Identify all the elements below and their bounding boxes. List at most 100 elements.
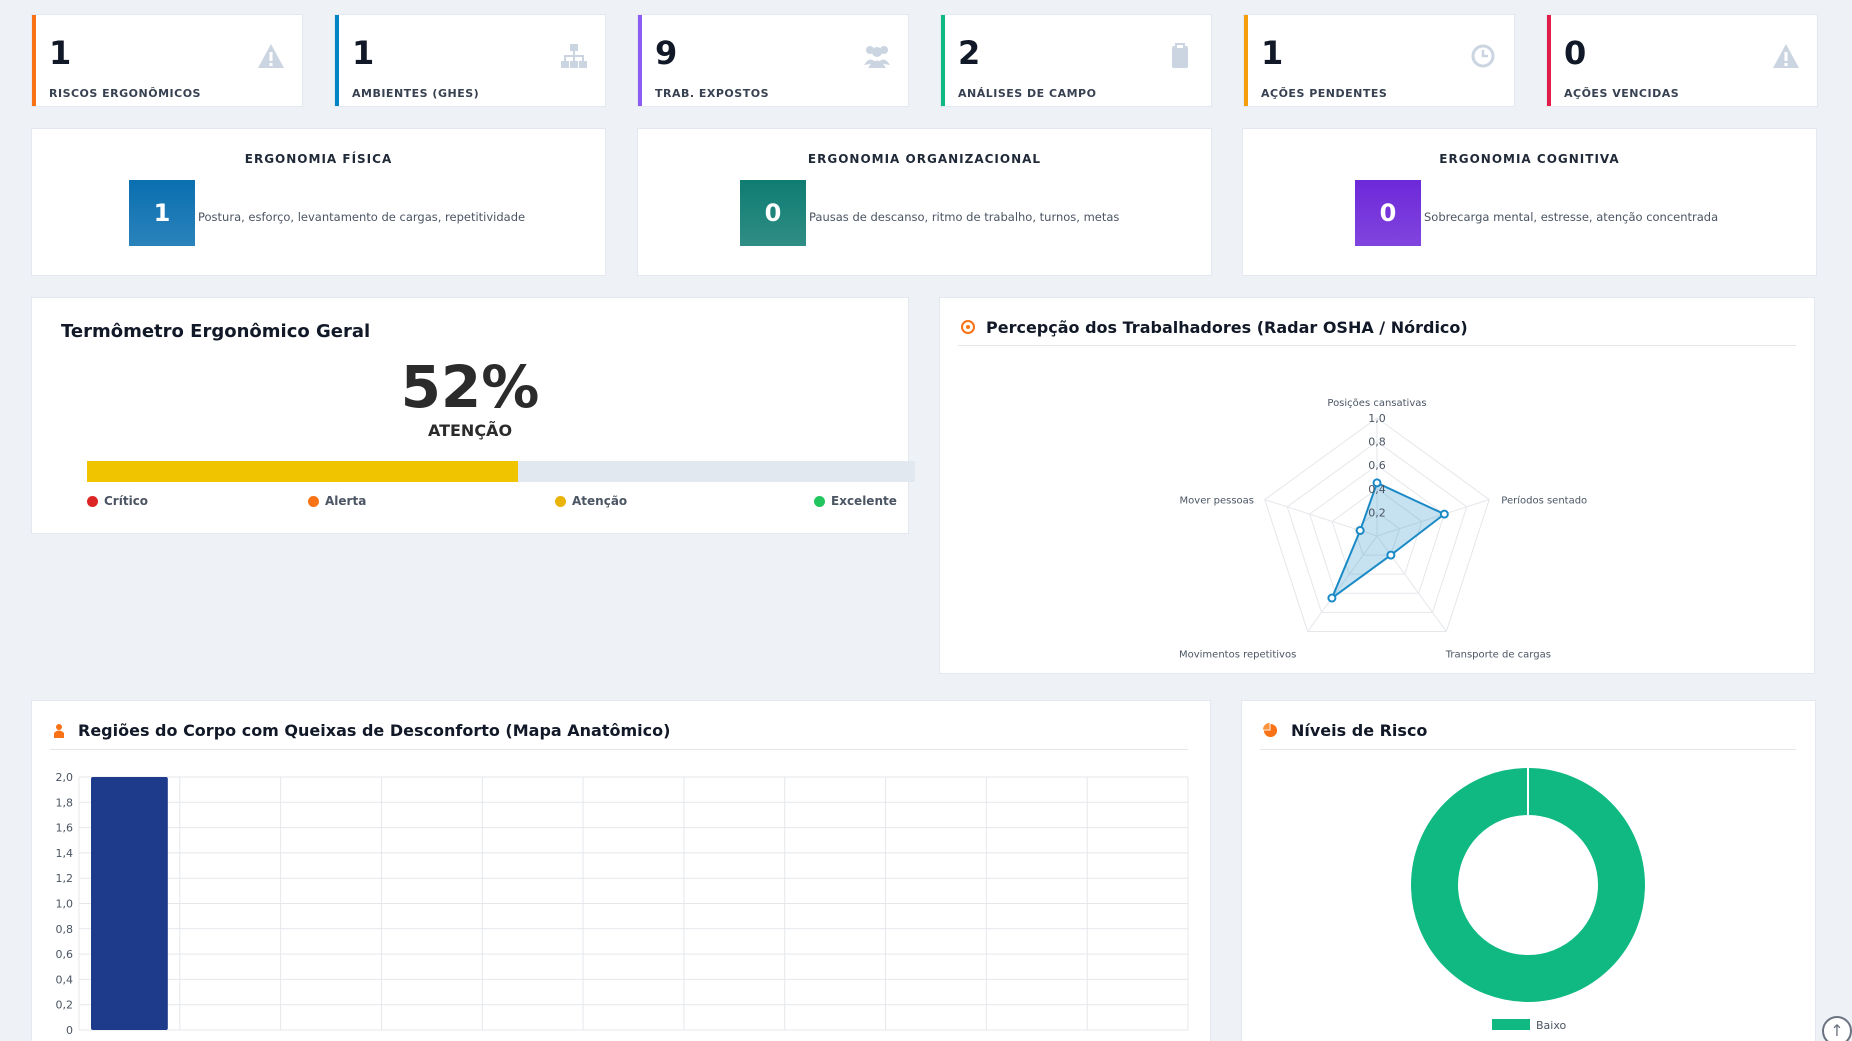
stat-accent-bar [335, 15, 339, 106]
bar-y-tick-label: 0,4 [56, 973, 74, 986]
radar-chart: 0,2 0,4 0,6 0,8 1,0 Posições cansativas Períod… [1179, 398, 1587, 660]
stat-card: 1 AÇÕES PENDENTES [1243, 14, 1515, 107]
stat-accent-bar [1244, 15, 1248, 106]
stat-card: 1 RISCOS ERGONÔMICOS [31, 14, 303, 107]
radar-point [1386, 550, 1396, 560]
body-map-chart: 0 0,2 0,4 0,6 0,8 1,0 1,2 1,4 1,6 1,8 2,0 [56, 771, 1189, 1037]
stat-value: 1 [49, 34, 72, 72]
radar-category-label: Mover pessoas [1180, 496, 1254, 507]
stat-card: 9 TRAB. EXPOSTOS [637, 14, 909, 107]
legend-label: Excelente [831, 494, 897, 508]
stat-card: 0 AÇÕES VENCIDAS [1546, 14, 1818, 107]
legend-atencao: Atenção [555, 494, 627, 508]
radar-grid-ring [1331, 488, 1423, 575]
radar-axis-line [1376, 499, 1490, 537]
legend-dot [555, 495, 566, 507]
bar-y-tick-label: 1,0 [56, 898, 74, 911]
bar [91, 777, 168, 1030]
body-map-card [31, 700, 1211, 1041]
warning-icon [256, 41, 286, 71]
radar-point [1439, 509, 1449, 519]
ergonomia-title: ERGONOMIA COGNITIVA [1439, 152, 1620, 166]
stat-value: 1 [1261, 34, 1284, 72]
radar-category-label: Movimentos repetitivos [1179, 649, 1296, 660]
ergonomia-description: Pausas de descanso, ritmo de trabalho, t… [809, 210, 1120, 224]
stat-label: AÇÕES PENDENTES [1261, 87, 1388, 100]
radar-icon [961, 320, 975, 334]
sitemap-icon [559, 41, 589, 71]
ergonomia-description: Sobrecarga mental, estresse, atenção con… [1424, 210, 1719, 224]
legend-dot [87, 495, 98, 507]
radar-point [1355, 526, 1365, 536]
radar-grid-ring [1264, 417, 1490, 632]
divider [50, 749, 1188, 750]
bar-y-tick-label: 0,2 [56, 999, 74, 1012]
bar-y-tick-label: 1,8 [56, 796, 74, 809]
bar-y-tick-label: 1,6 [56, 822, 74, 835]
pie-icon [1263, 723, 1278, 738]
bar-y-tick-label: 0,6 [56, 948, 74, 961]
radar-series-area [1329, 481, 1447, 601]
ergonomia-card: ERGONOMIA COGNITIVA 0 Sobrecarga mental,… [1242, 128, 1817, 276]
risk-levels-title: Níveis de Risco [1291, 721, 1428, 740]
radar-grid-ring [1286, 440, 1468, 613]
clock-icon [1468, 41, 1498, 71]
radar-tick-label: 0,6 [1368, 459, 1386, 472]
ergonomia-title: ERGONOMIA ORGANIZACIONAL [807, 152, 1042, 166]
ergonomia-card: ERGONOMIA FÍSICA 1 Postura, esforço, lev… [31, 128, 606, 276]
radar-point [1327, 593, 1337, 603]
legend-critico: Crítico [87, 494, 148, 508]
radar-category-label: Transporte de cargas [1445, 649, 1551, 660]
stat-label: AÇÕES VENCIDAS [1564, 87, 1680, 100]
ergonomia-count: 0 [1355, 180, 1421, 246]
stat-label: ANÁLISES DE CAMPO [958, 87, 1097, 100]
donut-slice [1411, 768, 1645, 1002]
stat-label: RISCOS ERGONÔMICOS [49, 87, 201, 100]
bar-y-tick-label: 0,8 [56, 923, 74, 936]
legend-dot [308, 495, 319, 507]
scroll-to-top-button[interactable]: ↑ [1822, 1016, 1852, 1041]
risk-levels-chart: Baixo [1411, 768, 1645, 1032]
stat-accent-bar [32, 15, 36, 106]
donut-legend-label: Baixo [1536, 1019, 1567, 1032]
radar-axis-line [1307, 535, 1378, 632]
radar-grid-ring [1353, 511, 1401, 556]
ergonomia-title: ERGONOMIA FÍSICA [244, 152, 393, 166]
radar-tick-label: 0,8 [1368, 436, 1386, 449]
legend-label: Crítico [104, 494, 149, 508]
radar-grid-ring [1309, 464, 1445, 594]
ergonomia-card: ERGONOMIA ORGANIZACIONAL 0 Pausas de des… [637, 128, 1212, 276]
radar-tick-label: 1,0 [1368, 412, 1386, 425]
radar-tick-label: 0,4 [1368, 483, 1386, 496]
bar-y-tick-label: 2,0 [56, 771, 74, 784]
stat-accent-bar [941, 15, 945, 106]
stat-value: 9 [655, 34, 678, 72]
radar-point [1372, 478, 1382, 488]
bar-y-tick-label: 1,4 [56, 847, 74, 860]
stat-label: TRAB. EXPOSTOS [655, 87, 769, 100]
stat-card: 2 ANÁLISES DE CAMPO [940, 14, 1212, 107]
stat-accent-bar [638, 15, 642, 106]
stat-card: 1 AMBIENTES (GHES) [334, 14, 606, 107]
stat-accent-bar [1547, 15, 1551, 106]
radar-category-label: Períodos sentado [1501, 495, 1587, 507]
bar-y-tick-label: 1,2 [56, 872, 74, 885]
legend-label: Atenção [572, 494, 628, 508]
divider [1260, 749, 1796, 750]
radar-title: Percepção dos Trabalhadores (Radar OSHA … [986, 318, 1468, 337]
thermometer-fill [87, 461, 518, 482]
ergonomia-count: 0 [740, 180, 806, 246]
legend-label: Alerta [325, 494, 367, 508]
bar-y-tick-label: 0 [66, 1024, 73, 1037]
stat-value: 1 [352, 34, 375, 72]
warning-icon [1771, 41, 1801, 71]
radar-category-label: Posições cansativas [1327, 398, 1426, 409]
donut-legend-swatch [1492, 1019, 1530, 1030]
ergonomia-count: 1 [129, 180, 195, 246]
divider [958, 345, 1796, 346]
clipboard-icon [1165, 41, 1195, 71]
legend-dot [814, 495, 825, 507]
legend-excelente: Excelente [814, 494, 897, 508]
thermometer-status: ATENÇÃO [427, 421, 513, 440]
stat-value: 0 [1564, 34, 1587, 72]
